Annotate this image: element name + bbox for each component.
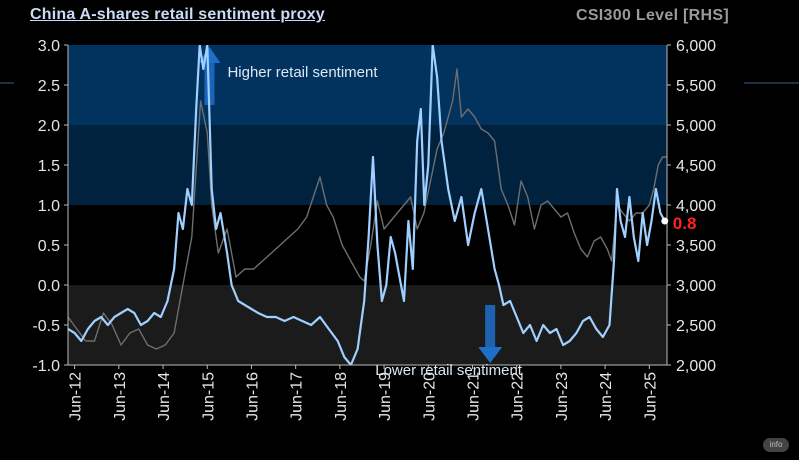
x-tick-label: Jun-19	[377, 372, 394, 421]
sentiment-bands	[68, 45, 667, 365]
csi300-series	[67, 68, 667, 350]
right-tick-label: 2,500	[676, 318, 716, 335]
right-tick-label: 2,000	[676, 358, 716, 375]
x-tick-label: Jun-17	[289, 372, 306, 421]
x-tick-label: Jun-14	[156, 372, 173, 421]
x-tick-label: Jun-22	[510, 372, 527, 421]
chart-title: China A-shares retail sentiment proxy	[30, 6, 325, 23]
band-3	[68, 285, 667, 365]
x-tick-label: Jun-13	[112, 372, 129, 421]
x-tick-label: Jun-25	[642, 372, 659, 421]
watermark-badge: info	[763, 438, 789, 452]
left-tick-label: 1.5	[38, 158, 60, 175]
band-1	[68, 125, 667, 205]
right-tick-label: 6,000	[676, 38, 716, 55]
last-value-label: 0.8	[673, 214, 697, 233]
axes: 3.0 2.5 2.0 1.5 1.0 0.5 0.0 -0.5 -1.0 6,000 5,500 5…	[32, 38, 716, 421]
left-tick-label: 1.0	[38, 198, 60, 215]
down-arrow-head	[478, 347, 503, 363]
left-tick-label: -0.5	[32, 318, 60, 335]
x-tick-label: Jun-16	[244, 372, 261, 421]
left-tick-label: 0.0	[38, 278, 60, 295]
x-tick-label: Jun-18	[333, 372, 350, 421]
down-arrow-shaft	[485, 305, 496, 347]
left-tick-label: -1.0	[32, 358, 60, 375]
left-tick-label: 3.0	[38, 38, 60, 55]
csi300-line	[67, 68, 667, 350]
x-tick-label: Jun-15	[200, 372, 217, 421]
lower-sentiment-label: Lower retail sentiment	[375, 362, 523, 379]
last-value-marker	[661, 217, 669, 225]
right-tick-label: 3,000	[676, 278, 716, 295]
left-tick-label: 2.0	[38, 118, 60, 135]
band-0	[68, 45, 667, 125]
x-tick-label: Jun-24	[598, 372, 615, 421]
annotations: Higher retail sentiment Lower retail sent…	[227, 64, 696, 379]
right-tick-label: 4,500	[676, 158, 716, 175]
higher-sentiment-label: Higher retail sentiment	[227, 64, 378, 81]
right-tick-label: 5,500	[676, 78, 716, 95]
left-tick-label: 0.5	[38, 238, 60, 255]
sentiment-line	[68, 45, 666, 365]
x-tick-label: Jun-12	[68, 372, 85, 421]
x-tick-label: Jun-21	[465, 372, 482, 421]
right-axis-title: CSI300 Level [RHS]	[575, 7, 729, 24]
left-tick-label: 2.5	[38, 78, 60, 95]
right-tick-label: 5,000	[676, 118, 716, 135]
x-tick-label: Jun-23	[554, 372, 571, 421]
right-tick-label: 3,500	[676, 238, 716, 255]
right-tick-label: 4,000	[676, 198, 716, 215]
x-tick-label: Jun-20	[421, 372, 438, 421]
sentiment-series	[68, 45, 666, 365]
